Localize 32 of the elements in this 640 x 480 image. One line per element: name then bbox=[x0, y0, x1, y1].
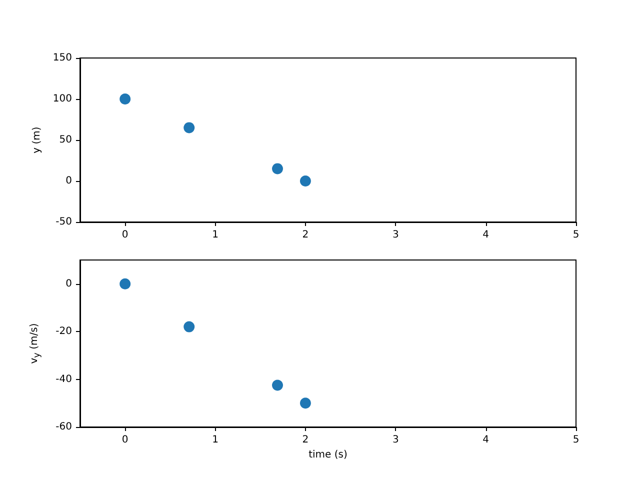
y-tick-label: -50 bbox=[56, 216, 72, 228]
x-tick-label: 1 bbox=[212, 230, 218, 240]
y-axis-title: y (m) bbox=[32, 126, 42, 154]
x-tick-label: 2 bbox=[302, 434, 309, 446]
y-tick-label: 0 bbox=[66, 176, 72, 186]
y-tick-label: -60 bbox=[56, 422, 72, 432]
point bbox=[120, 94, 131, 104]
y-tick-label: -40 bbox=[56, 374, 72, 385]
x-tick-label: 4 bbox=[482, 434, 490, 446]
x-tick-label: 1 bbox=[212, 434, 218, 446]
x-tick-label: 4 bbox=[482, 230, 490, 240]
point bbox=[184, 122, 195, 134]
y-axis-title: vy (m/s) bbox=[29, 323, 42, 364]
point bbox=[184, 321, 195, 332]
x-tick-label: 2 bbox=[302, 230, 309, 240]
y-tick-label: -20 bbox=[56, 326, 72, 338]
point bbox=[272, 163, 283, 174]
x-tick-label: 0 bbox=[122, 230, 128, 240]
point bbox=[300, 398, 311, 409]
point bbox=[300, 176, 311, 186]
x-tick-label: 5 bbox=[572, 434, 580, 446]
point bbox=[120, 278, 131, 290]
x-axis-title: time (s) bbox=[308, 449, 348, 460]
y-tick-label: 0 bbox=[66, 278, 72, 290]
y-tick-label: 150 bbox=[52, 52, 72, 64]
y-tick-label: 50 bbox=[59, 134, 72, 146]
point bbox=[272, 380, 283, 391]
x-tick-label: 5 bbox=[572, 230, 580, 240]
y-tick-label: 100 bbox=[52, 94, 72, 104]
x-tick-label: 3 bbox=[392, 434, 399, 446]
x-tick-label: 0 bbox=[122, 434, 128, 446]
x-tick-label: 3 bbox=[392, 230, 399, 240]
